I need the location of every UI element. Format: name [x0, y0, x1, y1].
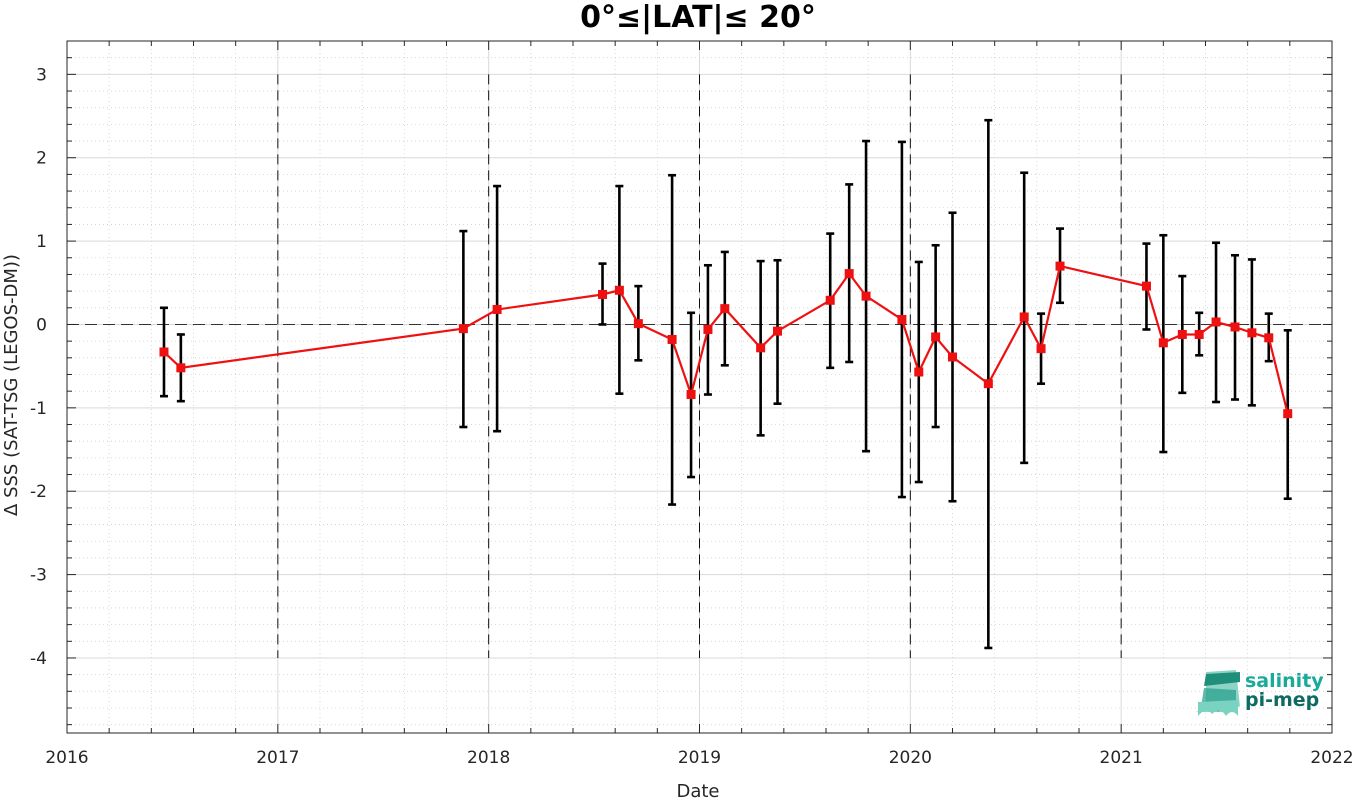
y-tick-labels: 3 2 1 0 -1 -2 -3 -4 — [30, 65, 47, 669]
data-point-marker — [1055, 261, 1065, 271]
data-point-marker — [667, 334, 677, 344]
x-tick-label: 2017 — [256, 748, 299, 768]
logo-text-line2: pi-mep — [1245, 689, 1319, 711]
x-tick-label: 2018 — [467, 748, 510, 768]
data-point-marker — [1230, 322, 1240, 332]
data-point-marker — [1264, 333, 1274, 343]
y-axis-title: Δ SSS (SAT-TSG (LEGOS-DM)) — [1, 254, 22, 516]
data-point-marker — [1283, 409, 1293, 419]
data-point-marker — [1177, 329, 1187, 339]
data-point-marker — [614, 285, 624, 295]
data-point-marker — [1036, 344, 1046, 354]
y-tick-label: 3 — [36, 65, 47, 85]
wave-logo-icon — [1196, 670, 1240, 716]
x-tick-label: 2016 — [45, 748, 88, 768]
data-point-marker — [1194, 329, 1204, 339]
data-point-marker — [914, 367, 924, 377]
data-point-marker — [948, 352, 957, 362]
y-tick-label: -1 — [30, 399, 47, 419]
data-point-marker — [458, 324, 468, 334]
salinity-pi-mep-logo: salinity pi-mep — [1196, 670, 1324, 716]
y-tick-label: 1 — [36, 232, 47, 252]
data-point-marker — [492, 304, 502, 314]
x-tick-label: 2020 — [889, 748, 932, 768]
x-tick-label: 2021 — [1100, 748, 1143, 768]
chart-title: 0°≤|LAT|≤ 20° — [580, 0, 816, 35]
error-bars — [159, 118, 1292, 650]
data-point-marker — [1019, 312, 1029, 322]
data-point-marker — [686, 390, 696, 400]
data-point-marker — [720, 304, 730, 314]
data-point-marker — [825, 295, 835, 305]
data-point-marker — [633, 319, 643, 329]
data-point-marker — [983, 379, 993, 389]
data-point-marker — [1211, 317, 1221, 327]
data-point-marker — [773, 326, 783, 336]
x-tick-label: 2022 — [1310, 748, 1353, 768]
logo-text-line1: salinity — [1245, 670, 1324, 692]
x-tick-labels: 2016 2017 2018 2019 2020 2021 2022 — [45, 748, 1353, 768]
y-tick-label: 2 — [36, 149, 47, 169]
x-tick-label: 2019 — [678, 748, 721, 768]
data-point-marker — [1247, 328, 1257, 338]
data-point-marker — [703, 324, 713, 334]
y-tick-label: -3 — [30, 566, 47, 586]
y-tick-label: 0 — [36, 315, 47, 335]
x-axis-title: Date — [676, 781, 719, 801]
data-point-marker — [897, 314, 907, 324]
data-point-marker — [844, 269, 854, 279]
data-point-marker — [756, 343, 766, 353]
data-point-marker — [931, 332, 941, 342]
data-point-marker — [159, 347, 169, 357]
series-markers — [159, 261, 1293, 419]
data-point-marker — [598, 289, 608, 299]
y-tick-label: -4 — [30, 649, 47, 669]
data-point-marker — [861, 291, 871, 301]
data-point-marker — [1158, 338, 1168, 348]
axis-ticks — [66, 40, 1333, 733]
y-tick-label: -2 — [30, 482, 47, 502]
data-point-marker — [176, 363, 186, 373]
data-point-marker — [1141, 281, 1151, 291]
